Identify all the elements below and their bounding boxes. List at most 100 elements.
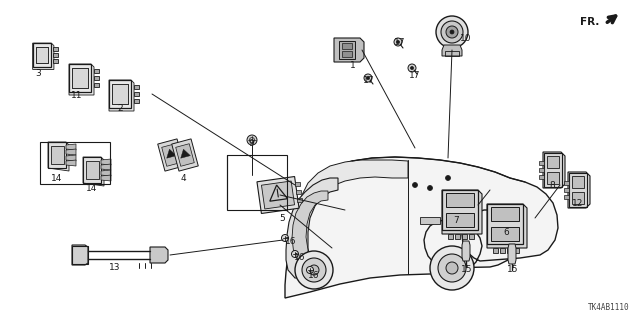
Polygon shape bbox=[101, 164, 111, 170]
Bar bbox=[72, 246, 88, 264]
Text: 1: 1 bbox=[350, 60, 356, 69]
Bar bbox=[93, 76, 99, 80]
Bar bbox=[547, 172, 559, 184]
Text: 13: 13 bbox=[109, 263, 121, 273]
Bar bbox=[446, 213, 474, 227]
Bar bbox=[491, 227, 519, 241]
Circle shape bbox=[364, 74, 372, 82]
Bar bbox=[506, 247, 511, 252]
Text: 11: 11 bbox=[71, 91, 83, 100]
Text: 2: 2 bbox=[117, 103, 123, 113]
Bar bbox=[93, 83, 99, 87]
Polygon shape bbox=[101, 175, 111, 181]
Bar bbox=[493, 247, 497, 252]
Polygon shape bbox=[36, 47, 49, 63]
Polygon shape bbox=[334, 38, 364, 62]
Bar bbox=[296, 190, 301, 194]
Polygon shape bbox=[292, 191, 328, 262]
Polygon shape bbox=[257, 177, 299, 213]
Polygon shape bbox=[176, 144, 195, 166]
Circle shape bbox=[307, 267, 314, 274]
Bar bbox=[342, 51, 352, 57]
Circle shape bbox=[302, 258, 326, 282]
Polygon shape bbox=[112, 84, 128, 104]
Circle shape bbox=[247, 135, 257, 145]
Polygon shape bbox=[543, 152, 565, 188]
Bar bbox=[48, 142, 66, 168]
Bar bbox=[134, 99, 138, 103]
Bar bbox=[51, 146, 63, 164]
Polygon shape bbox=[66, 160, 76, 166]
Polygon shape bbox=[33, 43, 54, 69]
Circle shape bbox=[446, 26, 458, 38]
Circle shape bbox=[397, 41, 399, 44]
Bar bbox=[446, 193, 474, 207]
Polygon shape bbox=[286, 178, 338, 278]
Bar bbox=[563, 188, 568, 192]
Text: FR.: FR. bbox=[580, 17, 599, 27]
Bar bbox=[36, 47, 49, 63]
Text: 4: 4 bbox=[180, 173, 186, 182]
Bar bbox=[54, 53, 58, 57]
Polygon shape bbox=[442, 45, 462, 56]
Bar bbox=[295, 182, 300, 186]
Bar bbox=[93, 69, 99, 73]
Polygon shape bbox=[69, 64, 94, 95]
Polygon shape bbox=[298, 160, 408, 222]
Polygon shape bbox=[157, 139, 184, 171]
Polygon shape bbox=[162, 144, 180, 166]
Bar bbox=[342, 43, 352, 49]
Polygon shape bbox=[48, 142, 69, 171]
Bar bbox=[33, 43, 51, 67]
Bar bbox=[227, 155, 287, 210]
Bar bbox=[563, 195, 568, 199]
Polygon shape bbox=[101, 159, 111, 165]
Bar bbox=[134, 92, 138, 96]
Text: 12: 12 bbox=[572, 198, 584, 207]
Bar bbox=[569, 173, 587, 207]
Text: 17: 17 bbox=[364, 76, 375, 84]
Polygon shape bbox=[150, 247, 168, 263]
Circle shape bbox=[394, 38, 402, 46]
Circle shape bbox=[282, 235, 289, 242]
Text: 16: 16 bbox=[308, 270, 320, 279]
Circle shape bbox=[367, 76, 369, 79]
Text: 6: 6 bbox=[503, 228, 509, 236]
Polygon shape bbox=[109, 80, 134, 111]
Text: 16: 16 bbox=[294, 253, 306, 262]
Bar bbox=[461, 234, 467, 238]
Bar bbox=[563, 181, 568, 185]
Circle shape bbox=[438, 254, 466, 282]
Circle shape bbox=[309, 265, 319, 275]
Text: 8: 8 bbox=[549, 180, 555, 189]
Polygon shape bbox=[66, 144, 76, 150]
Polygon shape bbox=[487, 204, 527, 248]
Polygon shape bbox=[83, 157, 104, 186]
Text: 17: 17 bbox=[409, 70, 420, 79]
Text: 14: 14 bbox=[86, 183, 98, 193]
Text: 3: 3 bbox=[35, 68, 41, 77]
Circle shape bbox=[430, 246, 474, 290]
Bar bbox=[454, 234, 460, 238]
Circle shape bbox=[446, 262, 458, 274]
Polygon shape bbox=[462, 241, 470, 261]
Bar bbox=[86, 161, 99, 179]
Bar bbox=[40, 142, 110, 184]
Text: 7: 7 bbox=[453, 215, 459, 225]
Bar bbox=[491, 207, 519, 221]
Bar bbox=[538, 161, 543, 165]
Bar bbox=[468, 234, 474, 238]
Text: 10: 10 bbox=[460, 34, 472, 43]
Bar bbox=[83, 157, 101, 183]
Bar bbox=[538, 168, 543, 172]
Polygon shape bbox=[568, 172, 590, 208]
Bar bbox=[112, 84, 128, 104]
Bar bbox=[54, 59, 58, 63]
Circle shape bbox=[450, 30, 454, 34]
Polygon shape bbox=[172, 139, 198, 171]
Text: 9: 9 bbox=[248, 139, 254, 148]
Text: 15: 15 bbox=[508, 266, 519, 275]
Circle shape bbox=[441, 21, 463, 43]
Text: TK4AB1110: TK4AB1110 bbox=[588, 303, 630, 312]
Bar bbox=[547, 156, 559, 168]
